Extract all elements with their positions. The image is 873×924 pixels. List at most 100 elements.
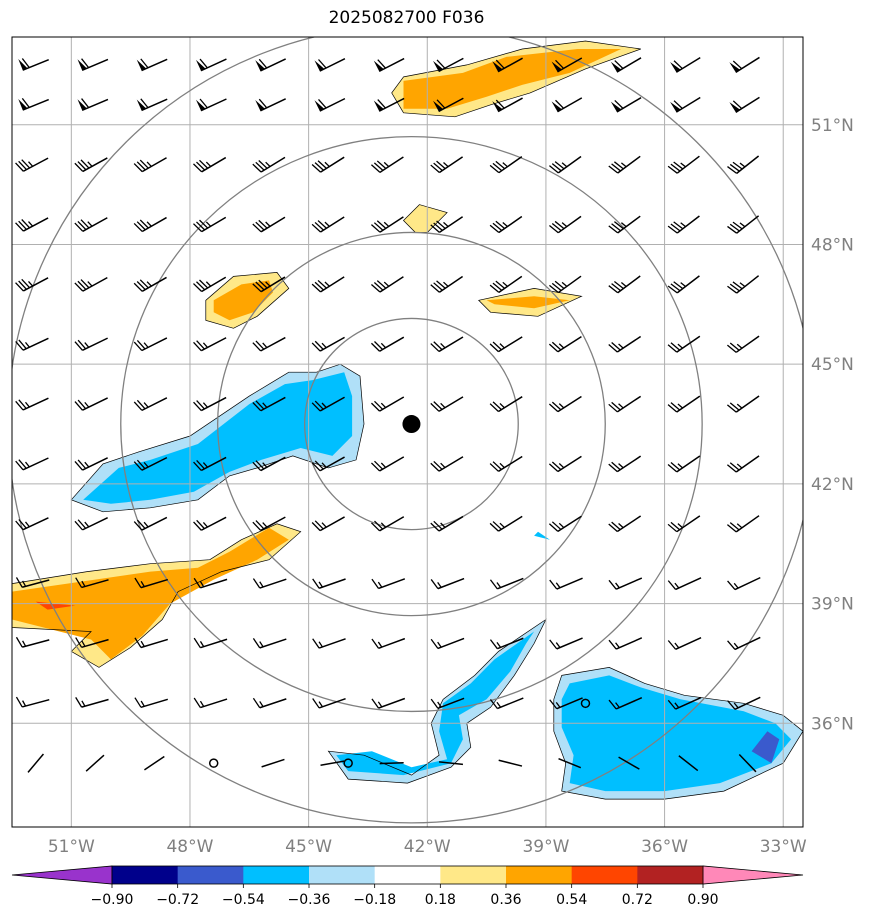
barb-half-feather: [318, 641, 323, 648]
barb-shaft: [438, 275, 464, 293]
barb-half-feather: [265, 221, 271, 227]
barb-feather: [370, 342, 381, 352]
barb-feather: [80, 219, 90, 229]
barb-feather: [312, 578, 320, 589]
barb-flag: [492, 61, 503, 72]
barb-feather: [255, 340, 265, 350]
barb-shaft: [260, 276, 286, 293]
wind-barb: [136, 98, 168, 112]
barb-shaft: [260, 396, 286, 412]
barb-feather: [555, 59, 565, 69]
barb-feather: [314, 460, 324, 470]
barb-half-feather: [620, 282, 627, 287]
barb-shaft: [200, 98, 227, 112]
barb-half-feather: [615, 642, 620, 649]
barb-feather: [255, 400, 265, 410]
barb-feather: [77, 399, 87, 410]
wind-barb: [15, 457, 49, 471]
barb-feather: [611, 223, 621, 232]
colorbar-box: [637, 866, 704, 884]
wind-barb: [548, 395, 582, 413]
barb-feather: [136, 340, 146, 350]
barb-half-feather: [22, 580, 27, 587]
colorbar-box: [177, 866, 244, 884]
barb-feather: [371, 164, 381, 173]
barb-flag: [77, 99, 87, 111]
barb-shaft: [498, 336, 523, 353]
wind-barb: [608, 335, 642, 353]
barb-shaft: [379, 456, 405, 472]
barb-half-feather: [736, 463, 743, 469]
barb-flag: [670, 101, 681, 113]
barb-half-feather: [321, 402, 327, 408]
barb-shaft: [378, 697, 406, 709]
wind-barb: [312, 578, 346, 589]
wind-barb: [667, 636, 702, 650]
barb-half-feather: [739, 162, 746, 168]
barb-half-feather: [674, 702, 680, 709]
barb-half-feather: [28, 280, 34, 287]
wind-barb: [430, 515, 464, 532]
barb-feather: [311, 522, 321, 532]
barb-feather: [613, 221, 624, 230]
wind-barb: [18, 58, 49, 71]
barb-feather: [548, 403, 559, 413]
barb-half-feather: [146, 161, 152, 167]
wind-barb: [489, 697, 524, 710]
barb-feather: [77, 519, 87, 529]
wind-barb: [608, 455, 642, 473]
barb-feather: [371, 283, 381, 293]
wind-barb: [133, 456, 168, 471]
wind-barb: [492, 97, 523, 113]
wind-barb: [667, 395, 701, 413]
barb-feather: [673, 161, 684, 170]
wind-barb: [133, 516, 168, 531]
wind-barb: [430, 637, 465, 650]
wind-barb: [608, 155, 641, 174]
barb-feather: [18, 160, 27, 171]
barb-feather: [667, 225, 678, 234]
barb-half-feather: [265, 281, 271, 287]
barb-flag: [136, 99, 147, 111]
barb-half-feather: [736, 523, 743, 529]
barb-feather: [133, 401, 143, 411]
barb-half-feather: [558, 343, 565, 349]
barb-feather: [193, 521, 202, 531]
barb-feather: [727, 285, 738, 294]
barb-shaft: [498, 156, 523, 174]
barb-half-feather: [146, 221, 152, 227]
barb-feather: [74, 341, 83, 351]
barb-feather: [376, 160, 387, 169]
barb-feather: [258, 279, 268, 289]
barb-shaft: [140, 578, 169, 589]
barb-shaft: [259, 698, 287, 709]
wind-barb: [430, 156, 464, 174]
wind-barb: [74, 397, 108, 411]
barb-shaft: [22, 98, 49, 111]
wind-barb: [371, 156, 404, 173]
barb-feather: [193, 577, 201, 589]
wind-barb: [371, 578, 406, 590]
barb-feather: [374, 520, 384, 530]
barb-feather: [136, 281, 146, 291]
wind-barb: [548, 455, 582, 473]
barb-half-feather: [555, 702, 561, 708]
barb-half-feather: [618, 343, 624, 349]
barb-feather: [314, 340, 324, 350]
barb-shaft: [319, 58, 346, 72]
wind-barb: [667, 275, 700, 294]
barb-feather: [373, 162, 384, 171]
barb-shaft: [379, 276, 404, 293]
lon-tick-label: 45°W: [285, 837, 332, 857]
wind-barb: [193, 637, 228, 649]
wind-barb: [548, 515, 582, 532]
barb-feather: [667, 404, 678, 413]
barb-feather: [196, 459, 205, 470]
barb-shaft: [259, 638, 287, 649]
wind-barb: [193, 577, 228, 589]
barb-feather: [377, 99, 386, 109]
barb-feather: [727, 580, 736, 591]
colorbar-tick-label: −0.36: [288, 892, 331, 908]
barb-feather: [611, 342, 621, 351]
